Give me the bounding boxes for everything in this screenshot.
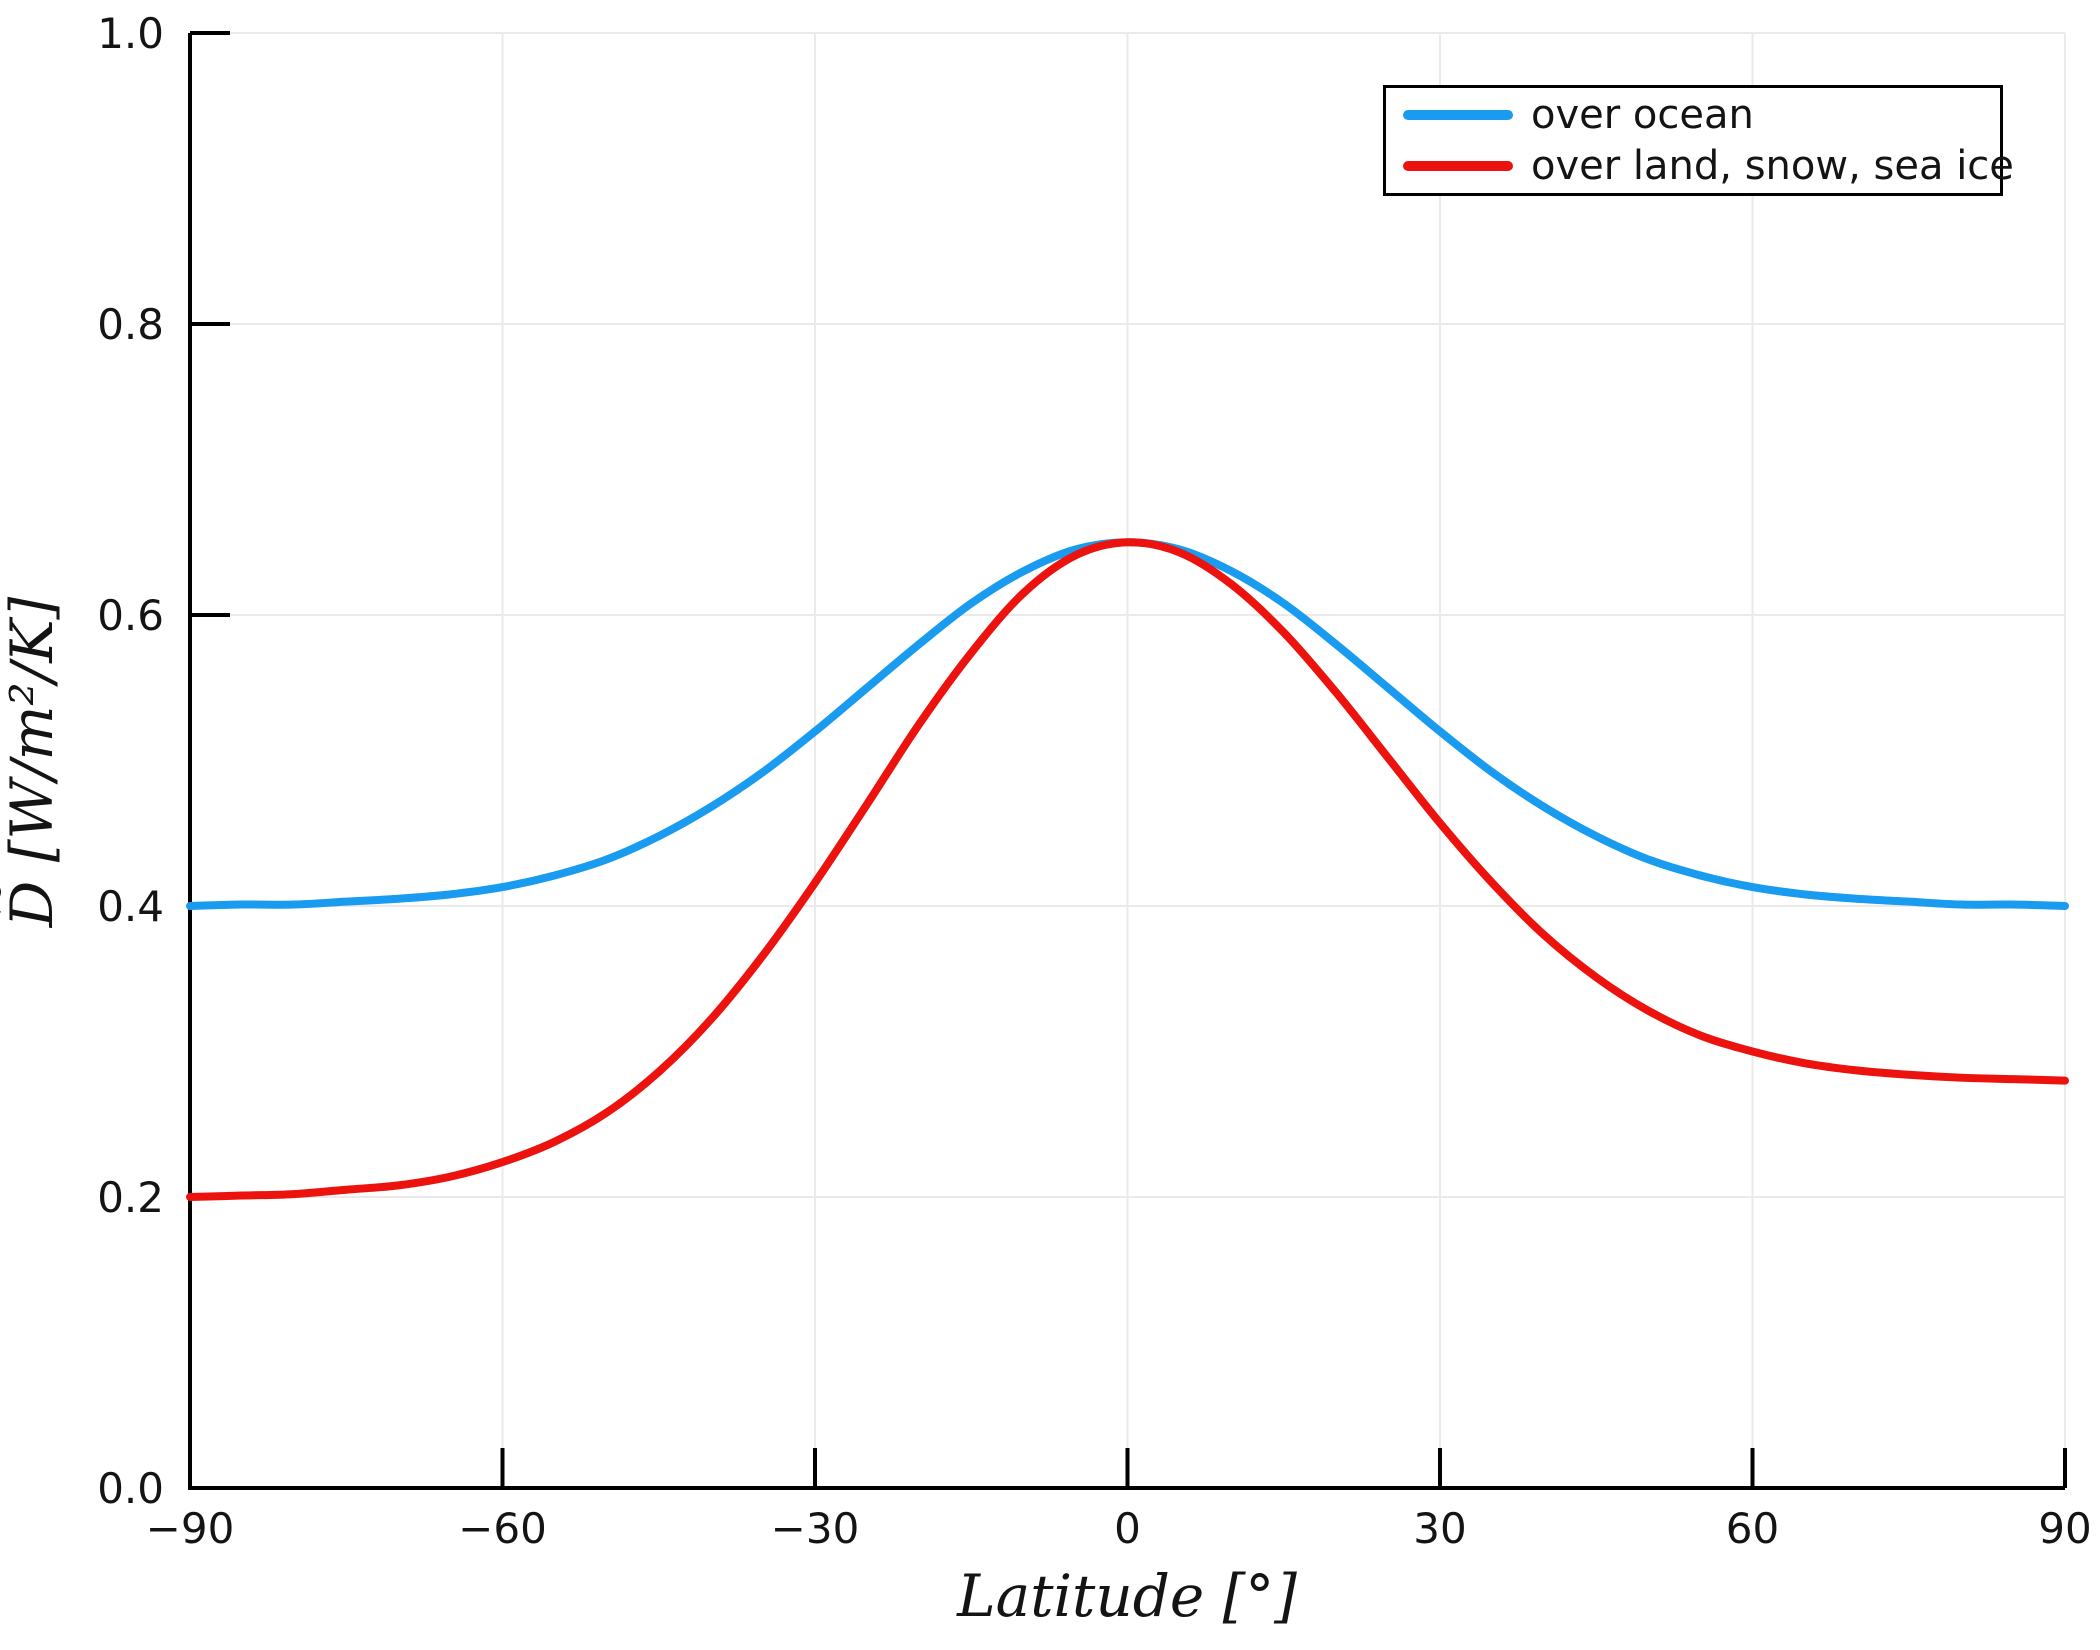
- legend-item: over ocean: [1403, 93, 2000, 137]
- x-tick-label: −60: [458, 1504, 547, 1553]
- legend-item-label: over ocean: [1531, 92, 1754, 138]
- series-line-over-land-snow-sea-ice: [186, 538, 2069, 1201]
- series-lines: [186, 538, 2069, 1201]
- x-tick-label: −90: [146, 1504, 235, 1553]
- gridlines: [189, 32, 2066, 1489]
- y-axis-label-tilde: ~: [0, 879, 23, 918]
- y-tick-label: 0.8: [97, 300, 164, 349]
- legend-line-swatch: [1403, 161, 1513, 171]
- legend: over ocean over land, snow, sea ice: [1383, 85, 2014, 196]
- legend-item-label: over land, snow, sea ice: [1531, 143, 2014, 189]
- y-axis-label: D [W/m²/K] ~: [0, 596, 66, 928]
- legend-item: over land, snow, sea ice: [1403, 144, 2014, 188]
- axis-tick-labels: −90 −60 −30 0 30 60 90 0.0 0.2 0.4 0.6 0.8 1.0: [97, 9, 2092, 1553]
- x-tick-label: 30: [1413, 1504, 1466, 1553]
- y-tick-label: 0.2: [97, 1173, 164, 1222]
- y-tick-label: 0.6: [97, 591, 164, 640]
- y-axis-label-text: D [W/m²/K]: [0, 596, 66, 928]
- x-tick-label: 60: [1726, 1504, 1779, 1553]
- x-tick-label: 90: [2038, 1504, 2091, 1553]
- x-tick-label: −30: [771, 1504, 860, 1553]
- y-tick-label: 0.0: [97, 1464, 164, 1513]
- y-tick-label: 1.0: [97, 9, 164, 58]
- x-tick-label: 0: [1114, 1504, 1141, 1553]
- x-axis-label: Latitude [°]: [956, 1562, 1297, 1630]
- y-tick-label: 0.4: [97, 882, 164, 931]
- legend-line-swatch: [1403, 110, 1513, 120]
